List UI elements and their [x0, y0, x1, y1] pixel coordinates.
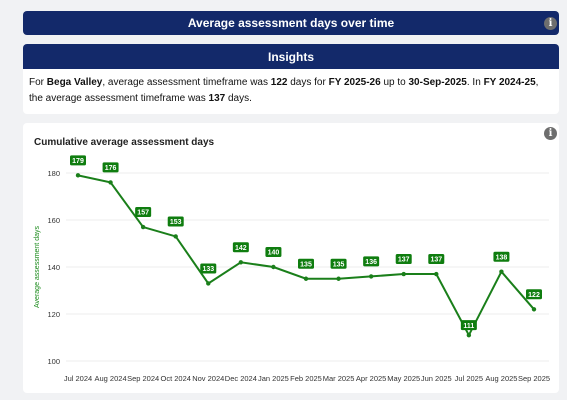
data-label-bg — [526, 289, 542, 300]
x-tick-label: Sep 2024 — [127, 374, 159, 383]
data-label: 111 — [463, 323, 474, 330]
data-label-bg — [298, 258, 314, 269]
x-tick-label: Jul 2025 — [455, 374, 483, 383]
insights-card: Insights For Bega Valley, average assess… — [23, 44, 559, 114]
insights-fy-current: FY 2025-26 — [328, 77, 381, 88]
data-label: 135 — [300, 261, 312, 268]
x-tick-label: Sep 2025 — [518, 374, 550, 383]
insights-fy-previous: FY 2024-25 — [483, 77, 536, 88]
data-label-bg — [493, 251, 510, 262]
data-label: 142 — [235, 245, 247, 252]
x-tick-label: Aug 2024 — [95, 374, 127, 383]
data-label: 137 — [398, 257, 410, 264]
data-label-bg — [167, 216, 184, 227]
x-tick-label: Oct 2024 — [160, 374, 190, 383]
insights-current-days: 122 — [270, 77, 288, 88]
data-label-bg — [232, 242, 249, 253]
page-header: Average assessment days over time — [23, 11, 559, 35]
x-tick-label: Jun 2025 — [421, 374, 452, 383]
data-label: 179 — [72, 158, 84, 165]
data-label: 153 — [170, 219, 182, 226]
line-chart: 100 120 140 160 180 Average assessment days Ju… — [34, 155, 550, 383]
chart-title: Cumulative average assessment days — [34, 137, 215, 148]
data-label-bg — [70, 155, 86, 166]
x-tick-label: Jul 2024 — [64, 374, 92, 383]
insights-date: 30-Sep-2025 — [408, 77, 467, 88]
data-label-bg — [363, 256, 380, 267]
data-label: 138 — [496, 254, 508, 261]
x-tick-label: Aug 2025 — [485, 374, 517, 383]
data-label: 140 — [268, 250, 280, 257]
data-point — [75, 173, 81, 178]
data-label: 136 — [365, 259, 377, 266]
data-label-bg — [265, 247, 282, 257]
y-axis-label: Average assessment days — [34, 226, 41, 308]
x-tick-label: Apr 2025 — [356, 374, 386, 383]
insights-previous-days: 137 — [208, 93, 226, 104]
data-point — [499, 269, 504, 274]
data-label-bg — [135, 207, 152, 218]
data-label-bg — [200, 263, 217, 274]
header-info-icon[interactable]: i — [544, 17, 557, 30]
y-tick-label: 140 — [47, 263, 60, 272]
y-tick-label: 100 — [47, 357, 60, 366]
data-point — [271, 264, 276, 270]
data-point — [140, 224, 146, 230]
data-label-bg — [330, 258, 347, 269]
data-label-bg — [102, 162, 119, 173]
x-tick-label: Nov 2024 — [192, 374, 224, 383]
data-label: 122 — [528, 292, 540, 299]
data-point — [401, 271, 406, 277]
data-point — [336, 276, 341, 281]
insights-region: Bega Valley — [46, 77, 103, 88]
data-label: 157 — [137, 210, 149, 217]
data-point — [466, 332, 472, 338]
data-label: 137 — [430, 257, 442, 264]
data-point — [108, 180, 113, 185]
data-point — [303, 276, 309, 281]
insights-text: For Bega Valley, average assessment time… — [29, 77, 539, 104]
data-label-bg — [428, 254, 445, 265]
y-tick-label: 160 — [47, 216, 60, 225]
chart-info-icon[interactable]: i — [544, 127, 557, 140]
page-title: Average assessment days over time — [187, 16, 395, 30]
x-tick-label: Feb 2025 — [290, 374, 322, 383]
x-tick-label: Mar 2025 — [323, 374, 355, 383]
x-tick-label: Dec 2024 — [225, 374, 257, 383]
data-label: 135 — [333, 261, 345, 268]
data-point — [206, 281, 211, 286]
y-tick-label: 180 — [47, 169, 60, 178]
x-tick-label: Jan 2025 — [258, 374, 289, 383]
data-label-bg — [460, 320, 477, 331]
data-point — [531, 307, 537, 312]
data-label: 133 — [202, 266, 214, 273]
data-point — [238, 260, 244, 265]
chart-card: Cumulative average assessment days i 100… — [23, 123, 559, 393]
data-point — [368, 274, 374, 279]
series-line — [77, 174, 535, 338]
x-tick-label: May 2025 — [387, 374, 420, 383]
insights-title: Insights — [23, 44, 559, 69]
data-point — [173, 234, 178, 239]
data-label: 176 — [105, 165, 117, 172]
data-label-bg — [395, 254, 412, 265]
y-tick-label: 120 — [47, 310, 60, 319]
data-point — [434, 271, 439, 277]
